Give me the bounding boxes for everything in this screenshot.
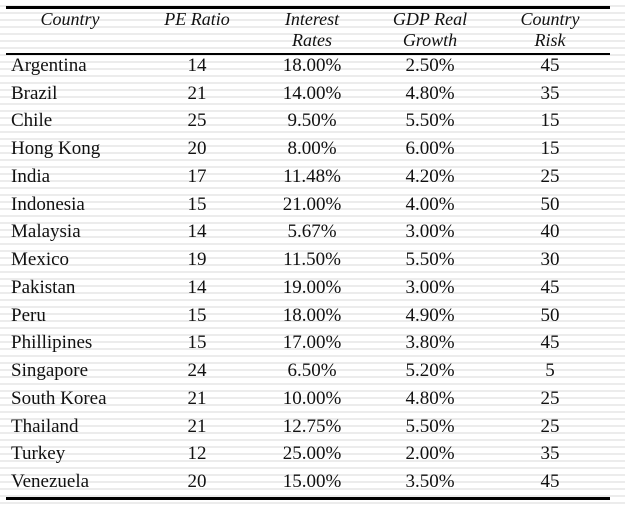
value-cell: 4.90% bbox=[405, 304, 455, 326]
value-cell: 3.00% bbox=[405, 276, 455, 298]
value-cell: 2.50% bbox=[405, 55, 455, 76]
value-cell: 5.50% bbox=[405, 110, 455, 132]
value-cell: 14 bbox=[187, 221, 207, 243]
country-cell: Pakistan bbox=[11, 276, 76, 298]
value-cell: 4.00% bbox=[405, 193, 455, 215]
value-cell: 21 bbox=[187, 415, 207, 437]
top-rule bbox=[6, 6, 610, 9]
value-cell: 17 bbox=[187, 165, 207, 187]
value-cell: 20 bbox=[187, 471, 207, 492]
value-cell: 5.67% bbox=[287, 221, 337, 243]
value-cell: 14 bbox=[187, 276, 207, 298]
value-cell: 15 bbox=[540, 110, 560, 132]
value-cell: 14 bbox=[187, 55, 207, 76]
header-cell: PE Ratio bbox=[164, 9, 230, 29]
value-cell: 45 bbox=[540, 55, 560, 76]
header-cell: Rates bbox=[292, 30, 332, 50]
header-rule bbox=[6, 53, 610, 55]
value-cell: 21 bbox=[187, 82, 207, 104]
value-cell: 15.00% bbox=[282, 471, 342, 492]
value-cell: 25 bbox=[187, 110, 207, 132]
country-cell: Peru bbox=[11, 304, 46, 326]
country-cell: Brazil bbox=[11, 82, 58, 104]
country-cell: Singapore bbox=[11, 360, 89, 382]
value-cell: 15 bbox=[187, 304, 207, 326]
value-cell: 50 bbox=[540, 193, 560, 215]
value-cell: 4.80% bbox=[405, 82, 455, 104]
value-cell: 5 bbox=[545, 360, 555, 382]
value-cell: 3.80% bbox=[405, 332, 455, 354]
value-cell: 19.00% bbox=[282, 276, 342, 298]
country-cell: Phillipines bbox=[11, 332, 93, 354]
country-cell: South Korea bbox=[11, 387, 107, 409]
value-cell: 8.00% bbox=[287, 138, 337, 160]
header-cell: Country bbox=[520, 9, 580, 29]
header-cell: Growth bbox=[402, 30, 458, 50]
value-cell: 24 bbox=[187, 360, 207, 382]
value-cell: 11.50% bbox=[283, 249, 341, 271]
value-cell: 14.00% bbox=[282, 82, 342, 104]
value-cell: 6.50% bbox=[287, 360, 337, 382]
value-cell: 35 bbox=[540, 443, 560, 465]
country-cell: Venezuela bbox=[11, 471, 90, 492]
country-cell: Hong Kong bbox=[11, 138, 101, 160]
value-cell: 12.75% bbox=[282, 415, 342, 437]
value-cell: 11.48% bbox=[283, 165, 341, 187]
value-cell: 45 bbox=[540, 332, 560, 354]
value-cell: 25 bbox=[540, 387, 560, 409]
country-cell: Thailand bbox=[11, 415, 79, 437]
country-cell: Argentina bbox=[11, 55, 87, 76]
value-cell: 40 bbox=[540, 221, 560, 243]
value-cell: 5.50% bbox=[405, 415, 455, 437]
value-cell: 18.00% bbox=[282, 55, 342, 76]
value-cell: 4.20% bbox=[405, 165, 455, 187]
country-cell: Turkey bbox=[11, 443, 66, 465]
header-cell: Interest bbox=[284, 9, 340, 29]
country-cell: Mexico bbox=[11, 249, 70, 271]
header-cell: GDP Real bbox=[392, 9, 468, 29]
country-cell: Chile bbox=[11, 110, 53, 132]
value-cell: 25 bbox=[540, 415, 560, 437]
value-cell: 30 bbox=[540, 249, 560, 271]
value-cell: 15 bbox=[187, 332, 207, 354]
value-cell: 9.50% bbox=[287, 110, 337, 132]
value-cell: 45 bbox=[540, 471, 560, 492]
header-cell: Country bbox=[40, 9, 100, 29]
value-cell: 3.50% bbox=[405, 471, 455, 492]
country-cell: Malaysia bbox=[11, 221, 81, 243]
value-cell: 35 bbox=[540, 82, 560, 104]
country-cell: Indonesia bbox=[11, 193, 85, 215]
value-cell: 5.20% bbox=[405, 360, 455, 382]
value-cell: 3.00% bbox=[405, 221, 455, 243]
value-cell: 4.80% bbox=[405, 387, 455, 409]
value-cell: 25 bbox=[540, 165, 560, 187]
value-cell: 20 bbox=[187, 138, 207, 160]
value-cell: 5.50% bbox=[405, 249, 455, 271]
value-cell: 21.00% bbox=[282, 193, 342, 215]
value-cell: 15 bbox=[540, 138, 560, 160]
value-cell: 17.00% bbox=[282, 332, 342, 354]
value-cell: 15 bbox=[187, 193, 207, 215]
value-cell: 6.00% bbox=[405, 138, 455, 160]
bottom-rule bbox=[6, 497, 610, 500]
value-cell: 45 bbox=[540, 276, 560, 298]
value-cell: 18.00% bbox=[282, 304, 342, 326]
value-cell: 12 bbox=[187, 443, 207, 465]
value-cell: 21 bbox=[187, 387, 207, 409]
header-cell: Risk bbox=[534, 30, 566, 50]
value-cell: 2.00% bbox=[405, 443, 455, 465]
country-cell: India bbox=[11, 165, 51, 187]
value-cell: 19 bbox=[187, 249, 207, 271]
value-cell: 25.00% bbox=[282, 443, 342, 465]
value-cell: 10.00% bbox=[282, 387, 342, 409]
value-cell: 50 bbox=[540, 304, 560, 326]
